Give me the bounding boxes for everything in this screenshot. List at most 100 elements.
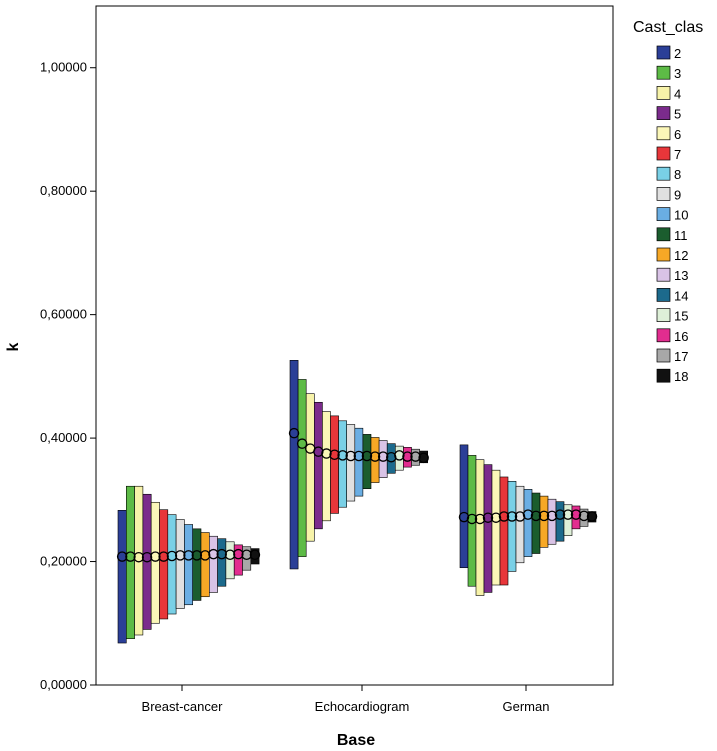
bar-breast-cancer-15: [225, 541, 235, 580]
legend: Cast_clas 2 3 4 5 6 7 8 9 10 11 12 13 14 15 16 17 18: [633, 19, 703, 384]
mean-marker-german-13: [546, 510, 558, 522]
bar-german-5: [483, 464, 493, 593]
legend-swatch-3: [656, 65, 671, 80]
bar-german-14: [555, 501, 565, 542]
bar-breast-cancer-6: [150, 501, 160, 624]
bar-echocardiogram-13: [378, 440, 388, 478]
x-tick-label: Breast-cancer: [142, 699, 224, 714]
mean-marker-echocardiogram-9: [345, 450, 356, 462]
legend-swatch-8: [656, 166, 671, 181]
bar-echocardiogram-14: [386, 443, 396, 474]
bar-german-2: [459, 444, 469, 569]
mean-marker-echocardiogram-3: [296, 438, 308, 449]
mean-marker-breast-cancer-10: [183, 550, 194, 561]
y-tick-label: 0,40000: [40, 430, 87, 445]
legend-swatch-13: [656, 267, 671, 282]
mean-marker-breast-cancer-12: [199, 550, 211, 561]
legend-swatch-15: [656, 308, 671, 322]
mean-marker-german-17: [578, 510, 590, 522]
mean-marker-breast-cancer-18: [249, 549, 261, 561]
legend-label-6: 6: [674, 127, 681, 142]
legend-swatch-14: [656, 288, 671, 302]
bar-german-4: [475, 459, 485, 596]
mean-marker-echocardiogram-11: [361, 450, 373, 462]
bar-german-11: [531, 492, 541, 554]
mean-marker-german-14: [554, 509, 566, 520]
bar-breast-cancer-9: [175, 519, 185, 609]
mean-marker-breast-cancer-6: [150, 551, 161, 562]
bar-breast-cancer-7: [159, 509, 169, 620]
bar-german-12: [539, 495, 549, 548]
mean-marker-breast-cancer-14: [216, 548, 227, 560]
x-axis: Breast-cancer Echocardiogram German: [142, 685, 550, 714]
legend-swatch-9: [656, 187, 671, 201]
mean-marker-breast-cancer-8: [166, 550, 178, 562]
bar-german-7: [499, 476, 509, 586]
legend-swatch-17: [656, 348, 671, 363]
mean-marker-german-18: [586, 511, 598, 522]
bar-echocardiogram-7: [330, 415, 339, 514]
legend-swatch-16: [656, 328, 671, 343]
legend-label-18: 18: [674, 369, 688, 384]
bar-german-13: [547, 498, 557, 545]
mean-marker-german-4: [474, 513, 486, 525]
bar-breast-cancer-10: [184, 524, 193, 606]
legend-label-11: 11: [674, 228, 688, 243]
mean-marker-german-6: [490, 512, 502, 523]
legend-label-3: 3: [674, 66, 681, 81]
legend-label-8: 8: [674, 167, 681, 182]
y-tick-label: 0,00000: [40, 677, 87, 692]
legend-label-14: 14: [674, 288, 688, 303]
bar-echocardiogram-6: [322, 411, 331, 522]
mean-marker-echocardiogram-18: [418, 452, 429, 464]
bar-breast-cancer-12: [200, 532, 210, 598]
legend-label-7: 7: [674, 147, 681, 162]
mean-marker-german-9: [514, 511, 526, 522]
mean-marker-breast-cancer-11: [191, 550, 203, 561]
bar-echocardiogram-16: [403, 447, 412, 468]
bar-echocardiogram-5: [313, 401, 323, 530]
mean-marker-echocardiogram-10: [353, 450, 365, 462]
bar-german-3: [467, 455, 477, 587]
legend-label-17: 17: [674, 349, 688, 364]
mean-marker-echocardiogram-8: [337, 450, 348, 461]
bar-echocardiogram-3: [297, 379, 307, 557]
y-tick-label: 0,80000: [40, 183, 87, 198]
bar-breast-cancer-13: [209, 535, 218, 593]
legend-label-10: 10: [674, 208, 688, 223]
legend-label-4: 4: [674, 86, 681, 101]
legend-swatch-10: [656, 207, 671, 221]
bar-echocardiogram-9: [346, 424, 356, 502]
legend-swatch-4: [656, 86, 671, 100]
bar-echocardiogram-11: [362, 434, 372, 490]
bar-breast-cancer-8: [167, 514, 177, 615]
mean-marker-breast-cancer-16: [233, 548, 244, 560]
mean-marker-breast-cancer-9: [174, 550, 186, 561]
y-tick-label: 0,60000: [40, 307, 87, 322]
y-axis: 0,00000 0,20000 0,40000 0,60000 0,80000 1,000…: [40, 60, 96, 692]
mean-marker-echocardiogram-15: [394, 450, 405, 461]
mean-markers: [116, 427, 598, 563]
legend-swatch-18: [656, 368, 671, 383]
legend-label-13: 13: [674, 268, 688, 283]
y-tick-label: 0,20000: [40, 554, 87, 569]
x-axis-title: Base: [337, 732, 375, 749]
legend-swatch-5: [656, 106, 671, 120]
mean-marker-echocardiogram-2: [288, 427, 300, 439]
mean-marker-breast-cancer-3: [125, 551, 136, 562]
mean-marker-echocardiogram-13: [377, 451, 389, 462]
legend-label-16: 16: [674, 329, 688, 344]
x-tick-label: German: [503, 699, 550, 714]
mean-marker-german-8: [506, 511, 518, 522]
bar-echocardiogram-4: [305, 393, 315, 542]
mean-marker-breast-cancer-5: [141, 551, 153, 563]
bar-echocardiogram-8: [338, 420, 348, 508]
mean-marker-echocardiogram-12: [369, 451, 381, 462]
bar-breast-cancer-14: [217, 538, 227, 587]
bar-german-10: [523, 489, 533, 557]
mean-marker-german-16: [570, 509, 582, 520]
mean-marker-german-5: [482, 512, 494, 523]
mean-marker-breast-cancer-17: [241, 549, 252, 561]
mean-marker-echocardiogram-17: [410, 451, 421, 462]
